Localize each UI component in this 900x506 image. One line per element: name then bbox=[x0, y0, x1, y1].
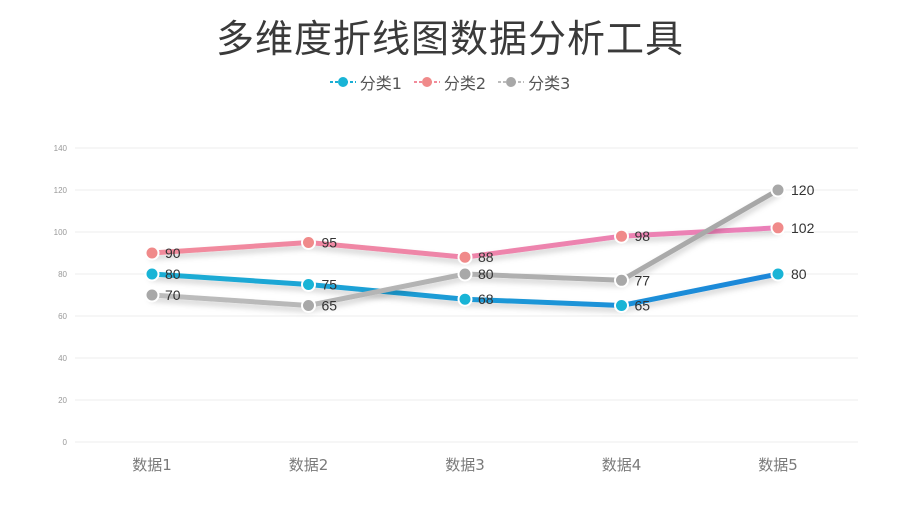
data-label: 65 bbox=[322, 298, 338, 314]
data-label: 75 bbox=[322, 277, 338, 293]
data-label: 80 bbox=[165, 266, 181, 282]
y-tick-label: 0 bbox=[63, 438, 68, 447]
data-label: 90 bbox=[165, 245, 181, 261]
series-markers bbox=[144, 182, 786, 313]
series-lines bbox=[149, 187, 781, 308]
legend-marker-series-2 bbox=[413, 77, 440, 87]
data-label: 120 bbox=[791, 182, 815, 198]
data-label: 65 bbox=[635, 298, 651, 314]
legend-marker-series-1 bbox=[329, 77, 356, 87]
data-label: 88 bbox=[478, 249, 494, 265]
y-axis-ticks: 0 20 40 60 80 100 120 140 bbox=[54, 144, 68, 447]
data-point[interactable] bbox=[301, 235, 316, 250]
data-point[interactable] bbox=[457, 266, 473, 282]
legend-label-series-1: 分类1 bbox=[359, 74, 402, 93]
data-point[interactable] bbox=[614, 272, 629, 288]
y-tick-label: 140 bbox=[54, 144, 68, 153]
data-point[interactable] bbox=[770, 220, 786, 236]
y-tick-label: 20 bbox=[58, 396, 67, 405]
data-point[interactable] bbox=[301, 277, 316, 292]
y-tick-label: 80 bbox=[58, 270, 67, 279]
data-point[interactable] bbox=[770, 182, 786, 198]
data-label: 80 bbox=[791, 266, 807, 282]
y-tick-label: 100 bbox=[54, 228, 68, 237]
legend: 分类1 分类2 分类3 bbox=[0, 70, 900, 94]
data-point[interactable] bbox=[144, 287, 160, 303]
data-point[interactable] bbox=[144, 266, 160, 282]
y-tick-label: 60 bbox=[58, 312, 67, 321]
data-point[interactable] bbox=[144, 245, 160, 261]
chart-title: 多维度折线图数据分析工具 bbox=[215, 17, 684, 61]
x-axis-ticks: 数据1 数据2 数据3 数据4 数据5 bbox=[132, 456, 798, 474]
x-tick-label: 数据5 bbox=[758, 456, 798, 474]
legend-item-series-2[interactable]: 分类2 bbox=[413, 70, 487, 94]
legend-marker-series-3 bbox=[498, 77, 525, 87]
data-point[interactable] bbox=[457, 291, 473, 307]
data-point[interactable] bbox=[770, 266, 786, 282]
data-point[interactable] bbox=[457, 249, 473, 265]
data-label: 68 bbox=[478, 291, 494, 307]
legend-item-series-3[interactable]: 分类3 bbox=[498, 70, 570, 94]
y-tick-label: 40 bbox=[58, 354, 67, 363]
x-tick-label: 数据3 bbox=[445, 456, 485, 474]
data-label: 98 bbox=[635, 228, 651, 244]
data-label: 70 bbox=[165, 287, 181, 303]
data-point[interactable] bbox=[301, 298, 316, 313]
data-label: 95 bbox=[322, 235, 338, 251]
legend-item-series-1[interactable]: 分类1 bbox=[329, 70, 402, 94]
data-point[interactable] bbox=[614, 298, 629, 313]
x-tick-label: 数据2 bbox=[289, 456, 329, 474]
y-tick-label: 120 bbox=[54, 186, 68, 195]
data-point[interactable] bbox=[614, 228, 629, 244]
x-tick-label: 数据4 bbox=[602, 456, 642, 474]
data-label: 77 bbox=[635, 272, 651, 288]
legend-label-series-3: 分类3 bbox=[528, 74, 571, 93]
data-label: 102 bbox=[791, 220, 815, 236]
data-labels: 80 75 68 65 80 90 95 88 98 102 70 65 80 77 120 bbox=[165, 182, 815, 314]
legend-label-series-2: 分类2 bbox=[443, 74, 487, 93]
data-label: 80 bbox=[478, 266, 494, 282]
grid-lines bbox=[75, 147, 858, 443]
x-tick-label: 数据1 bbox=[132, 456, 172, 474]
